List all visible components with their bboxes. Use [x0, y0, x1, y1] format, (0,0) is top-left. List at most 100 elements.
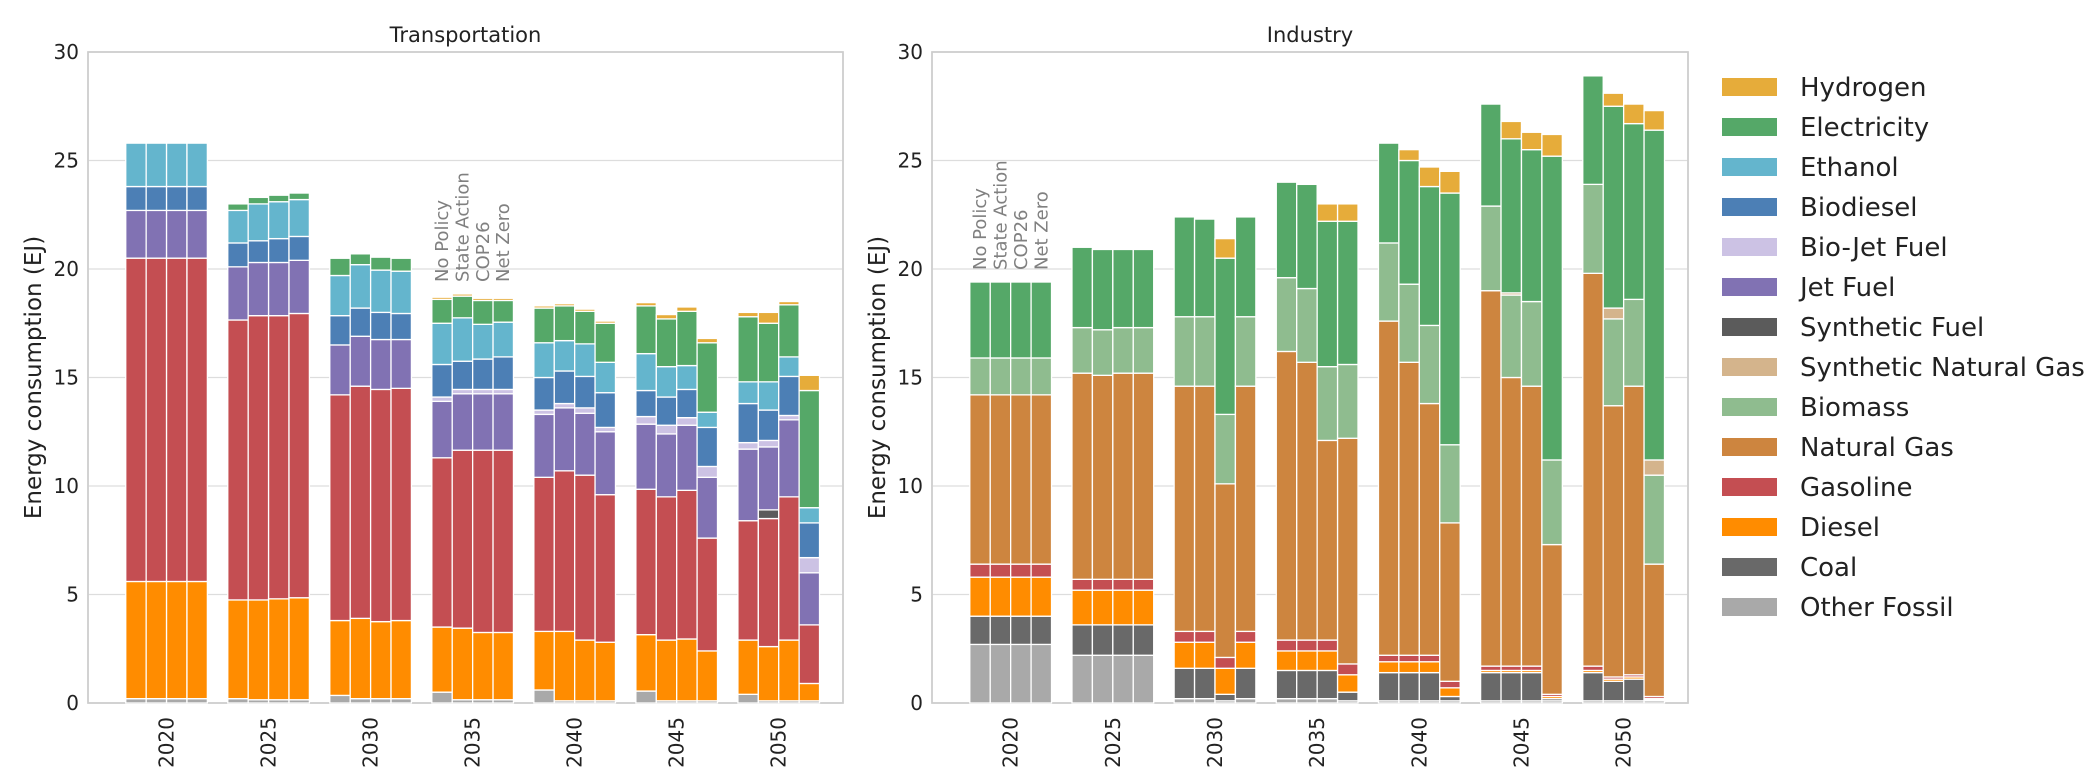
legend-swatch-jet-fuel [1722, 278, 1777, 296]
legend-label-synthetic-fuel: Synthetic Fuel [1800, 313, 1984, 343]
bar-segment-electricity [778, 304, 800, 358]
bar-segment-biomass [1336, 363, 1359, 439]
bar-segment-natural-gas [1275, 350, 1298, 641]
bar-segment-electricity [1643, 129, 1666, 461]
bar-segment-diesel [1418, 661, 1441, 674]
bar-segment-diesel [247, 599, 270, 701]
bar-segment-diesel [1377, 661, 1400, 674]
bar-segment-hydrogen [451, 293, 474, 297]
bar-segment-natural-gas [1296, 361, 1318, 641]
bar-segment-diesel [165, 580, 188, 700]
bar-segment-ethanol [369, 269, 392, 314]
bar-segment-jet-fuel [369, 338, 392, 391]
bar-segment-hydrogen [1520, 131, 1543, 151]
transportation-x-tick-label: 2025 [257, 717, 281, 768]
bar-segment-natural-gas [1071, 372, 1094, 580]
bar-segment-gasoline [533, 476, 555, 633]
transportation-x-tick-label: 2050 [767, 717, 791, 768]
bar-segment-coal [989, 615, 1012, 646]
bar-segment-gasoline [1520, 665, 1543, 672]
bar-segment-other-fossil [533, 689, 555, 704]
bar-segment-gasoline [1418, 654, 1441, 663]
bar-segment-electricity [737, 316, 759, 383]
bar-segment-hydrogen [492, 297, 515, 302]
legend-item-other-fossil: Other Fossil [1722, 593, 1954, 623]
bar-segment-jet-fuel [492, 393, 515, 451]
bar-segment-biodiesel [186, 185, 209, 212]
bar-segment-gasoline [1377, 654, 1400, 663]
legend-swatch-synthetic-fuel [1722, 318, 1777, 336]
bar-segment-electricity [696, 342, 719, 413]
bar-segment-coal [1479, 671, 1502, 702]
legend-item-natural-gas: Natural Gas [1722, 433, 1954, 463]
bar-segment-biomass [1071, 326, 1094, 374]
bar-segment-electricity [267, 194, 290, 203]
bar-segment-diesel [227, 599, 249, 700]
legend-item-coal: Coal [1722, 553, 1857, 583]
legend-label-biodiesel: Biodiesel [1800, 193, 1917, 223]
legend-label-electricity: Electricity [1800, 113, 1929, 143]
bar-segment-jet-fuel [533, 413, 555, 478]
bar-segment-natural-gas [1582, 272, 1604, 667]
bar-segment-gasoline [969, 563, 991, 578]
bar-segment-electricity [553, 305, 576, 342]
bar-segment-electricity [1541, 155, 1563, 461]
bar-segment-natural-gas [1500, 376, 1523, 667]
industry-x-tick-label: 2045 [1509, 717, 1533, 768]
bar-segment-other-fossil [1112, 654, 1134, 704]
bar-segment-other-fossil [165, 698, 188, 704]
bar-segment-electricity [349, 253, 372, 266]
legend-swatch-coal [1722, 558, 1777, 576]
scenario-label-no-policy: No Policy [432, 200, 453, 282]
bar-segment-gasoline [757, 517, 780, 648]
legend-item-gasoline: Gasoline [1722, 473, 1912, 503]
bar-segment-ethanol [676, 364, 698, 391]
bar-segment-natural-gas [1479, 290, 1502, 667]
bar-segment-natural-gas [1234, 385, 1257, 633]
bar-segment-diesel [655, 639, 678, 702]
bar-segment-diesel [737, 639, 759, 695]
bar-segment-electricity [390, 257, 413, 272]
bar-segment-diesel [798, 682, 821, 702]
bar-segment-gasoline [1193, 630, 1216, 643]
bar-segment-electricity [798, 389, 821, 509]
bar-segment-bio-jet-fuel [553, 402, 576, 409]
bar-segment-ethanol [227, 209, 249, 244]
legend-label-hydrogen: Hydrogen [1800, 73, 1926, 103]
bar-segment-biodiesel [165, 185, 188, 212]
bar-segment-ethanol [798, 507, 821, 524]
bar-segment-ethanol [349, 264, 372, 309]
bar-segment-other-fossil [635, 690, 657, 704]
bar-segment-bio-jet-fuel [757, 439, 780, 448]
bar-segment-bio-jet-fuel [533, 409, 555, 416]
bar-segment-other-fossil [431, 691, 453, 704]
bar-segment-coal [1582, 671, 1604, 702]
bar-segment-hydrogen [1214, 237, 1237, 259]
bar-segment-jet-fuel [227, 266, 249, 321]
bar-segment-natural-gas [1398, 361, 1420, 656]
bar-segment-jet-fuel [329, 344, 351, 396]
bar-segment-diesel [1010, 576, 1032, 617]
bar-segment-ethanol [165, 142, 188, 188]
bar-segment-natural-gas [1439, 522, 1461, 682]
bar-segment-coal [1602, 680, 1625, 702]
bar-segment-natural-gas [1602, 405, 1625, 678]
bar-segment-diesel [329, 619, 351, 697]
bar-segment-natural-gas [1316, 439, 1339, 641]
bar-segment-electricity [1030, 281, 1053, 359]
bar-segment-natural-gas [1030, 394, 1053, 565]
bar-segment-biomass [1377, 242, 1400, 322]
bar-segment-jet-fuel [349, 335, 372, 387]
bar-segment-biomass [1520, 300, 1543, 387]
bar-segment-other-fossil [1296, 698, 1318, 704]
bar-segment-electricity [1071, 246, 1094, 329]
bar-segment-biodiesel [329, 315, 351, 346]
bar-segment-ethanol [553, 339, 576, 372]
bar-segment-coal [1193, 667, 1216, 700]
bar-segment-coal [1275, 669, 1298, 700]
bar-segment-diesel [1112, 589, 1134, 626]
bar-segment-electricity [492, 299, 515, 323]
bar-segment-electricity [1602, 105, 1625, 309]
bar-segment-bio-jet-fuel [431, 396, 453, 403]
bar-segment-electricity [1439, 192, 1461, 446]
